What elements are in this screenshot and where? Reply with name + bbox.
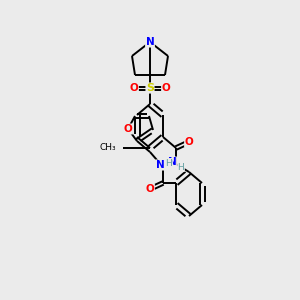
Text: O: O	[184, 137, 194, 147]
Text: N: N	[156, 160, 164, 170]
Text: H: H	[178, 163, 184, 172]
Text: O: O	[162, 83, 170, 93]
Text: N: N	[146, 37, 154, 47]
Text: O: O	[130, 83, 138, 93]
Text: S: S	[146, 83, 154, 93]
Text: N: N	[168, 157, 176, 167]
Text: H: H	[166, 158, 172, 167]
Text: O: O	[146, 184, 154, 194]
Text: O: O	[124, 124, 132, 134]
Text: CH₃: CH₃	[99, 143, 116, 152]
